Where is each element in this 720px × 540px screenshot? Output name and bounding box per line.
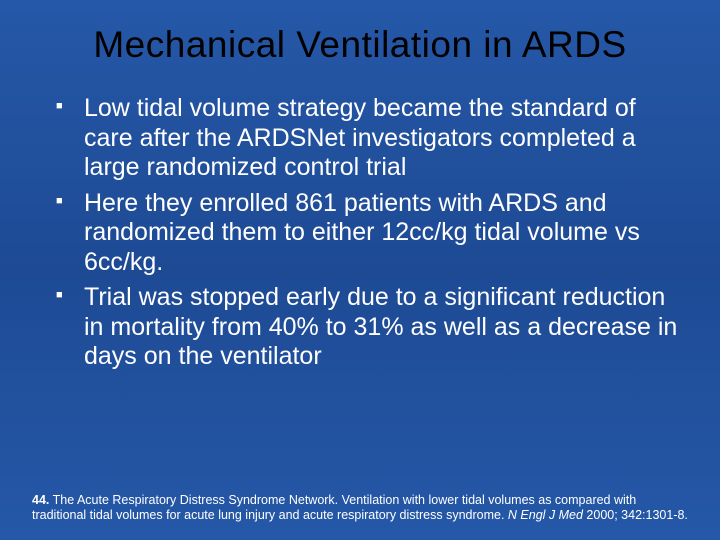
slide-title: Mechanical Ventilation in ARDS [32,24,688,66]
citation-journal: N Engl J Med [508,508,583,522]
citation-after-italic: 2000; 342:1301-8. [583,508,688,522]
bullet-item: Here they enrolled 861 patients with ARD… [56,189,688,278]
bullet-list: Low tidal volume strategy became the sta… [32,94,688,485]
citation-ref-num: 44. [32,493,49,507]
bullet-item: Trial was stopped early due to a signifi… [56,283,688,372]
citation-text: 44. The Acute Respiratory Distress Syndr… [32,493,688,524]
bullet-item: Low tidal volume strategy became the sta… [56,94,688,183]
slide-container: Mechanical Ventilation in ARDS Low tidal… [0,0,720,540]
